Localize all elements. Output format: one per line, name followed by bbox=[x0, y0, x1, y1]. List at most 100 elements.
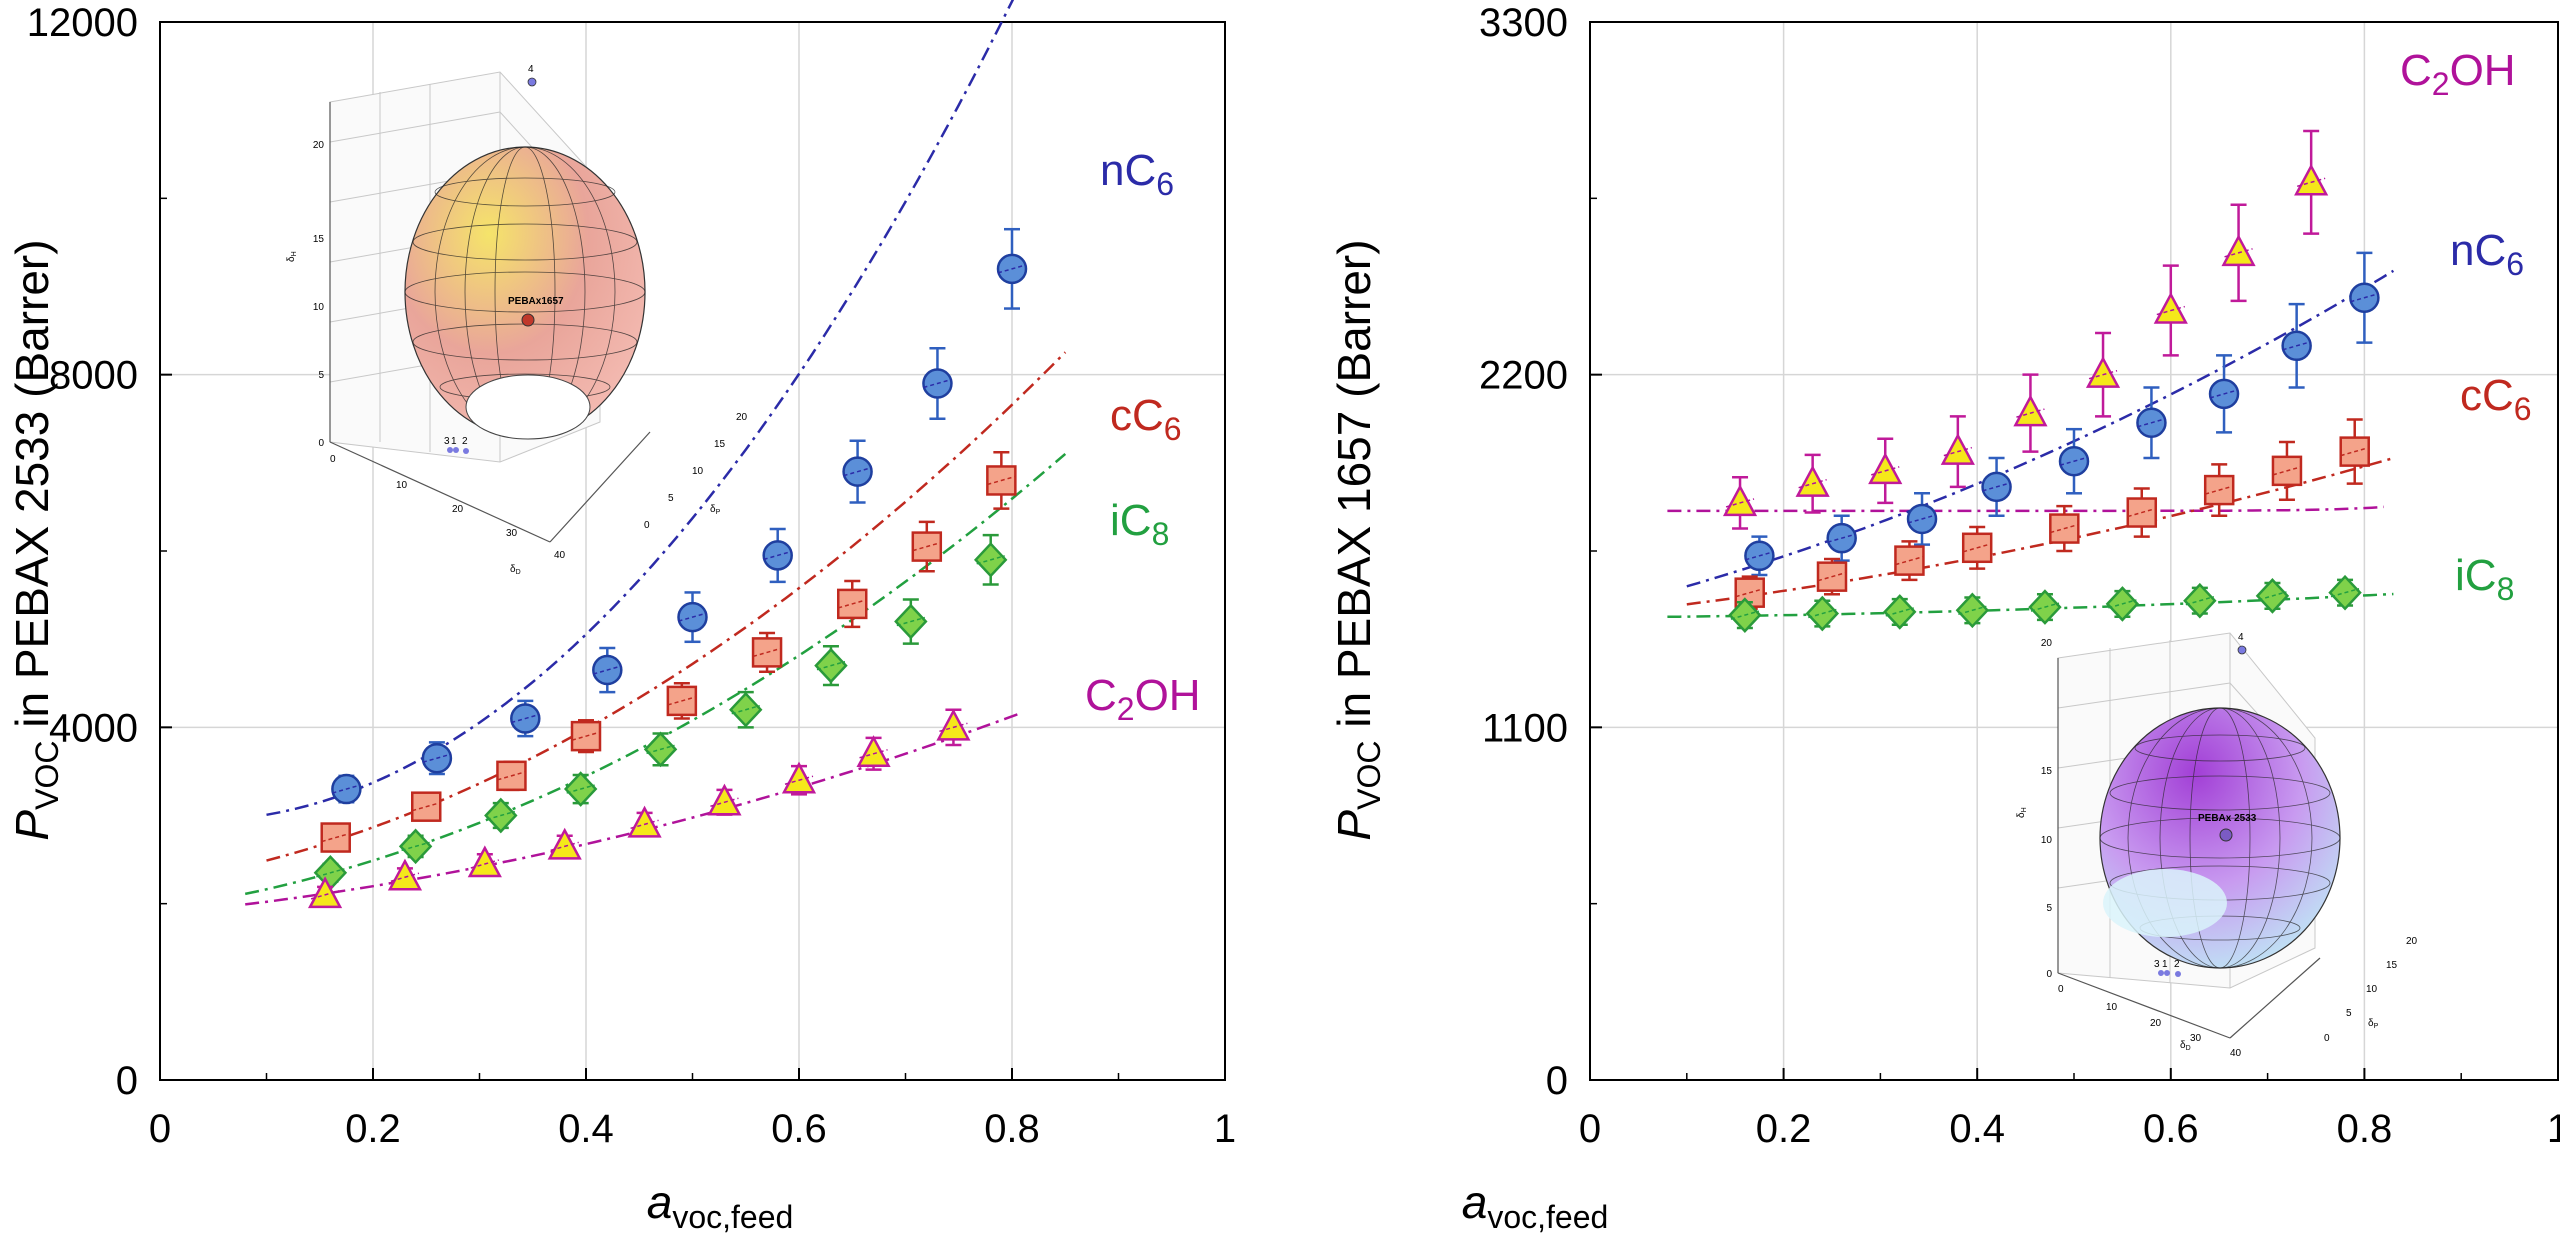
left-inset-z-axis-label: δH bbox=[286, 251, 298, 262]
svg-text:0: 0 bbox=[2324, 1033, 2330, 1044]
right-point-c2oh bbox=[1722, 476, 1758, 530]
right-series-label-nc6: nC6 bbox=[2450, 226, 2524, 282]
right-point-nc6 bbox=[2136, 386, 2167, 460]
left-x-tick-label: 0.8 bbox=[984, 1107, 1040, 1151]
left-point-c2oh bbox=[307, 876, 343, 909]
left-inset-point-4 bbox=[527, 77, 537, 87]
right-y-axis-label: PVOC in PEBAX 1657 (Barrer) bbox=[1328, 239, 1387, 840]
left-point-nc6 bbox=[922, 346, 953, 420]
right-inset-x-axis-label: δD bbox=[2180, 1040, 2191, 1052]
svg-text:20: 20 bbox=[452, 504, 464, 515]
svg-text:15: 15 bbox=[2386, 960, 2398, 971]
left-point-c2oh bbox=[547, 827, 582, 860]
svg-text:5: 5 bbox=[2046, 903, 2052, 914]
left-point-c2oh bbox=[936, 708, 971, 747]
right-point-nc6 bbox=[1906, 492, 1938, 546]
right-series-label-c2oh: C2OH bbox=[2400, 46, 2516, 102]
right-x-tick-label: 0.2 bbox=[1756, 1107, 1812, 1151]
left-point-nc6 bbox=[762, 527, 793, 584]
right-point-c2oh bbox=[1868, 437, 1903, 505]
left-point-cc6 bbox=[666, 682, 698, 720]
left-inset-point-label-4: 4 bbox=[528, 64, 534, 75]
left-x-axis-label: avoc,feed bbox=[647, 1176, 794, 1233]
right-fit-curves bbox=[1667, 269, 2395, 619]
svg-text:30: 30 bbox=[2190, 1033, 2202, 1044]
left-inset-point-label-1: 1 bbox=[451, 436, 457, 447]
svg-text:10: 10 bbox=[396, 480, 408, 491]
svg-text:10: 10 bbox=[2041, 835, 2053, 846]
right-point-ic8 bbox=[1805, 595, 1840, 632]
svg-text:10: 10 bbox=[692, 466, 704, 477]
left-y-tick-label: 4000 bbox=[49, 706, 138, 750]
left-inset-point-1 bbox=[453, 447, 459, 453]
svg-text:20: 20 bbox=[313, 140, 325, 151]
left-fit-curve-nc6 bbox=[266, 0, 1015, 817]
right-inset-point-label-2: 2 bbox=[2174, 959, 2180, 970]
right-point-nc6 bbox=[1744, 535, 1775, 577]
left-inset-x-ticks: 0 10 20 30 40 bbox=[330, 454, 566, 561]
right-point-ic8 bbox=[1883, 594, 1917, 630]
right-point-nc6 bbox=[1826, 514, 1857, 562]
left-point-nc6 bbox=[677, 591, 708, 644]
left-point-nc6 bbox=[421, 741, 453, 776]
right-inset-y-axis-label: δP bbox=[2368, 1018, 2379, 1030]
right-inset-z-ticks: 0 5 10 15 20 bbox=[2041, 638, 2053, 980]
left-fit-curve-cc6 bbox=[266, 351, 1067, 862]
left-point-cc6 bbox=[986, 451, 1017, 510]
right-inset-point-4 bbox=[2237, 645, 2247, 655]
left-point-ic8 bbox=[563, 771, 598, 807]
right-inset-y-ticks: 0 5 10 15 20 bbox=[2324, 936, 2418, 1044]
right-inset-z-axis-label: δH bbox=[2016, 807, 2028, 818]
right-point-c2oh bbox=[2153, 264, 2188, 357]
right-point-nc6 bbox=[2058, 427, 2090, 495]
left-point-nc6 bbox=[842, 439, 873, 504]
left-point-c2oh bbox=[856, 735, 891, 771]
left-series-label-nc6: nC6 bbox=[1100, 146, 1174, 202]
left-inset-point-3 bbox=[447, 447, 453, 453]
right-point-cc6 bbox=[1816, 557, 1848, 596]
svg-text:0: 0 bbox=[318, 438, 324, 449]
svg-text:30: 30 bbox=[506, 528, 518, 539]
right-point-c2oh bbox=[2294, 129, 2329, 235]
left-point-c2oh bbox=[707, 783, 742, 816]
right-point-ic8 bbox=[2028, 589, 2062, 625]
left-point-c2oh bbox=[467, 845, 502, 878]
svg-text:20: 20 bbox=[2150, 1018, 2162, 1029]
left-y-tick-label: 12000 bbox=[27, 1, 138, 45]
left-inset-y-ticks: 0 5 10 15 20 bbox=[644, 412, 748, 531]
left-point-ic8 bbox=[484, 797, 518, 834]
right-point-c2oh bbox=[2085, 331, 2121, 418]
right-data-points bbox=[1722, 129, 2380, 633]
left-series-labels: nC6 cC6 iC8 C2OH bbox=[1085, 146, 1201, 727]
left-point-cc6 bbox=[570, 719, 602, 754]
left-point-ic8 bbox=[729, 690, 763, 729]
svg-text:5: 5 bbox=[318, 370, 324, 381]
left-series-label-cc6: cC6 bbox=[1110, 391, 1182, 447]
svg-text:20: 20 bbox=[736, 412, 748, 423]
svg-text:40: 40 bbox=[554, 550, 566, 561]
svg-text:40: 40 bbox=[2230, 1048, 2242, 1059]
right-series-label-ic8: iC8 bbox=[2455, 551, 2514, 607]
svg-text:20: 20 bbox=[2406, 936, 2418, 947]
svg-text:10: 10 bbox=[2366, 984, 2378, 995]
right-inset-point-2 bbox=[2175, 971, 2181, 977]
right-point-c2oh bbox=[2013, 373, 2048, 453]
svg-text:15: 15 bbox=[313, 234, 325, 245]
right-point-cc6 bbox=[2271, 440, 2303, 501]
right-inset-point-label-1: 1 bbox=[2162, 959, 2168, 970]
svg-text:5: 5 bbox=[668, 493, 674, 504]
right-y-tick-label: 0 bbox=[1546, 1059, 1568, 1103]
right-x-tick-label: 1 bbox=[2547, 1107, 2560, 1151]
right-point-cc6 bbox=[1961, 525, 1993, 570]
left-point-cc6 bbox=[911, 520, 943, 573]
right-point-ic8 bbox=[2183, 582, 2217, 619]
right-x-tick-label: 0.4 bbox=[1949, 1107, 2005, 1151]
right-fit-curve-nc6 bbox=[1686, 269, 2395, 588]
right-y-tick-label: 1100 bbox=[1482, 706, 1568, 750]
svg-text:0: 0 bbox=[2046, 969, 2052, 980]
left-x-tick-label: 0.2 bbox=[345, 1107, 401, 1151]
left-point-cc6 bbox=[751, 631, 783, 674]
